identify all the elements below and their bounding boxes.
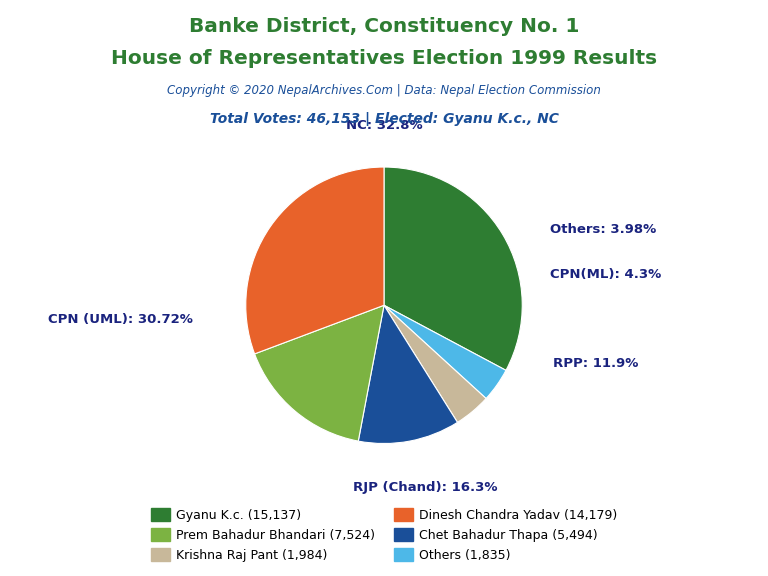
Wedge shape — [358, 305, 458, 444]
Text: RPP: 11.9%: RPP: 11.9% — [553, 357, 638, 370]
Text: Copyright © 2020 NepalArchives.Com | Data: Nepal Election Commission: Copyright © 2020 NepalArchives.Com | Dat… — [167, 84, 601, 97]
Text: Total Votes: 46,153 | Elected: Gyanu K.c., NC: Total Votes: 46,153 | Elected: Gyanu K.c… — [210, 112, 558, 126]
Text: Others: 3.98%: Others: 3.98% — [550, 223, 656, 236]
Text: RJP (Chand): 16.3%: RJP (Chand): 16.3% — [353, 482, 498, 494]
Wedge shape — [246, 167, 384, 354]
Wedge shape — [384, 167, 522, 370]
Text: House of Representatives Election 1999 Results: House of Representatives Election 1999 R… — [111, 49, 657, 68]
Wedge shape — [255, 305, 384, 441]
Text: Banke District, Constituency No. 1: Banke District, Constituency No. 1 — [189, 17, 579, 36]
Wedge shape — [384, 305, 486, 422]
Text: CPN (UML): 30.72%: CPN (UML): 30.72% — [48, 313, 194, 325]
Text: CPN(ML): 4.3%: CPN(ML): 4.3% — [550, 268, 661, 281]
Text: NC: 32.8%: NC: 32.8% — [346, 119, 422, 132]
Wedge shape — [384, 305, 506, 399]
Legend: Gyanu K.c. (15,137), Prem Bahadur Bhandari (7,524), Krishna Raj Pant (1,984), Di: Gyanu K.c. (15,137), Prem Bahadur Bhanda… — [146, 503, 622, 567]
